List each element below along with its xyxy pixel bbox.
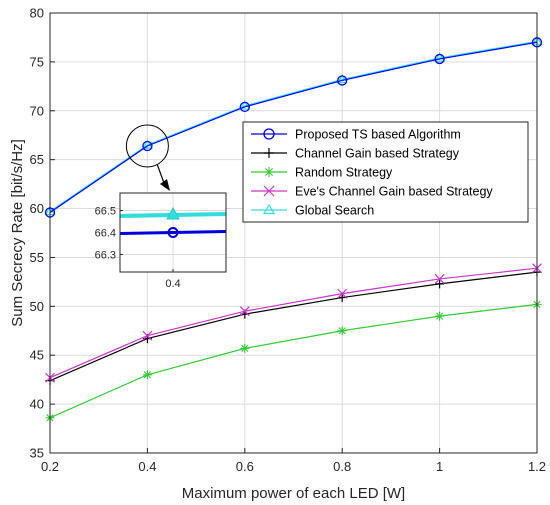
data-point <box>434 52 446 62</box>
data-point <box>435 279 445 289</box>
legend-label: Proposed TS based Algorithm <box>295 128 461 142</box>
legend-marker <box>263 128 275 140</box>
series-line <box>49 267 538 379</box>
legend-marker <box>264 148 274 158</box>
legend-label: Channel Gain based Strategy <box>295 147 460 161</box>
data-point <box>337 75 348 86</box>
legend-marker <box>264 167 274 177</box>
zoom-arrowhead <box>160 179 170 191</box>
y-tick-label: 35 <box>30 446 44 461</box>
y-axis-label: Sum Secrecy Rate [bit/s/Hz] <box>9 139 26 327</box>
legend-entry: Global Search <box>251 204 374 218</box>
legend-entry: Eve's Channel Gain based Strategy <box>251 185 493 199</box>
series-global-search <box>44 35 543 216</box>
series-line <box>49 41 538 213</box>
x-tick-label: 0.4 <box>138 459 156 474</box>
data-point <box>240 343 250 353</box>
y-tick-label: 65 <box>30 152 44 167</box>
inset-proposed-line <box>119 230 227 235</box>
zoom-circle <box>125 124 169 168</box>
y-tick-label: 45 <box>30 348 44 363</box>
data-point <box>239 100 251 110</box>
data-point <box>239 306 250 317</box>
legend-marker <box>262 203 276 215</box>
inset-y-tick-label: 66.3 <box>95 249 116 261</box>
data-point <box>142 140 153 152</box>
data-point <box>337 293 347 303</box>
legend-entry: Proposed TS based Algorithm <box>251 128 461 142</box>
y-axis-ticks: 35 40 45 50 55 60 65 70 75 80 <box>30 6 55 461</box>
legend-label: Eve's Channel Gain based Strategy <box>295 185 493 199</box>
x-axis-ticks: 0.2 0.4 0.6 0.8 1 1.2 <box>41 448 546 474</box>
inset-proposed-marker <box>167 227 179 238</box>
y-tick-label: 60 <box>30 201 44 216</box>
legend-entry: Channel Gain based Strategy <box>251 147 460 161</box>
x-axis-label: Maximum power of each LED [W] <box>182 485 405 502</box>
y-tick-label: 55 <box>30 250 44 265</box>
data-point <box>337 288 348 299</box>
series-channel-gain-based-strategy <box>45 267 542 386</box>
data-point <box>239 101 250 113</box>
x-tick-label: 0.8 <box>333 459 351 474</box>
legend-box <box>242 121 529 223</box>
legend-label: Global Search <box>295 204 374 218</box>
plot-frame <box>49 12 538 454</box>
data-point <box>434 53 445 65</box>
legend-label: Random Strategy <box>295 166 393 180</box>
legend-marker <box>263 185 275 197</box>
data-point <box>142 330 153 341</box>
y-tick-label: 75 <box>30 54 44 69</box>
data-point <box>337 326 347 336</box>
data-point <box>336 73 348 84</box>
series-line <box>49 271 538 382</box>
series-line <box>49 303 538 419</box>
legend: Proposed TS based Algorithm Channel Gain … <box>242 121 529 223</box>
x-tick-label: 1 <box>436 459 443 474</box>
inset-chart: 66.3 66.4 66.5 0.4 <box>95 192 227 290</box>
y-tick-label: 70 <box>30 103 44 118</box>
data-point <box>142 370 152 380</box>
y-tick-label: 40 <box>30 397 44 412</box>
data-point <box>141 139 153 149</box>
y-tick-label: 80 <box>30 6 44 21</box>
x-tick-label: 1.2 <box>528 459 546 474</box>
data-point <box>434 274 445 284</box>
y-tick-label: 50 <box>30 299 44 314</box>
inset-y-tick-label: 66.4 <box>95 228 116 240</box>
zoom-arrow <box>156 164 165 184</box>
inset-y-tick-label: 66.5 <box>95 206 116 218</box>
inset-frame <box>119 192 227 273</box>
series-group <box>44 35 543 423</box>
data-point <box>435 311 445 321</box>
series-eve-s-channel-gain-based-strategy <box>45 263 542 383</box>
series-line <box>49 40 538 212</box>
x-tick-label: 0.6 <box>236 459 254 474</box>
legend-entry: Random Strategy <box>251 166 393 180</box>
inset-x-tick-label: 0.4 <box>165 278 180 290</box>
x-tick-label: 0.2 <box>41 459 59 474</box>
inset-global-search-marker <box>166 206 180 220</box>
